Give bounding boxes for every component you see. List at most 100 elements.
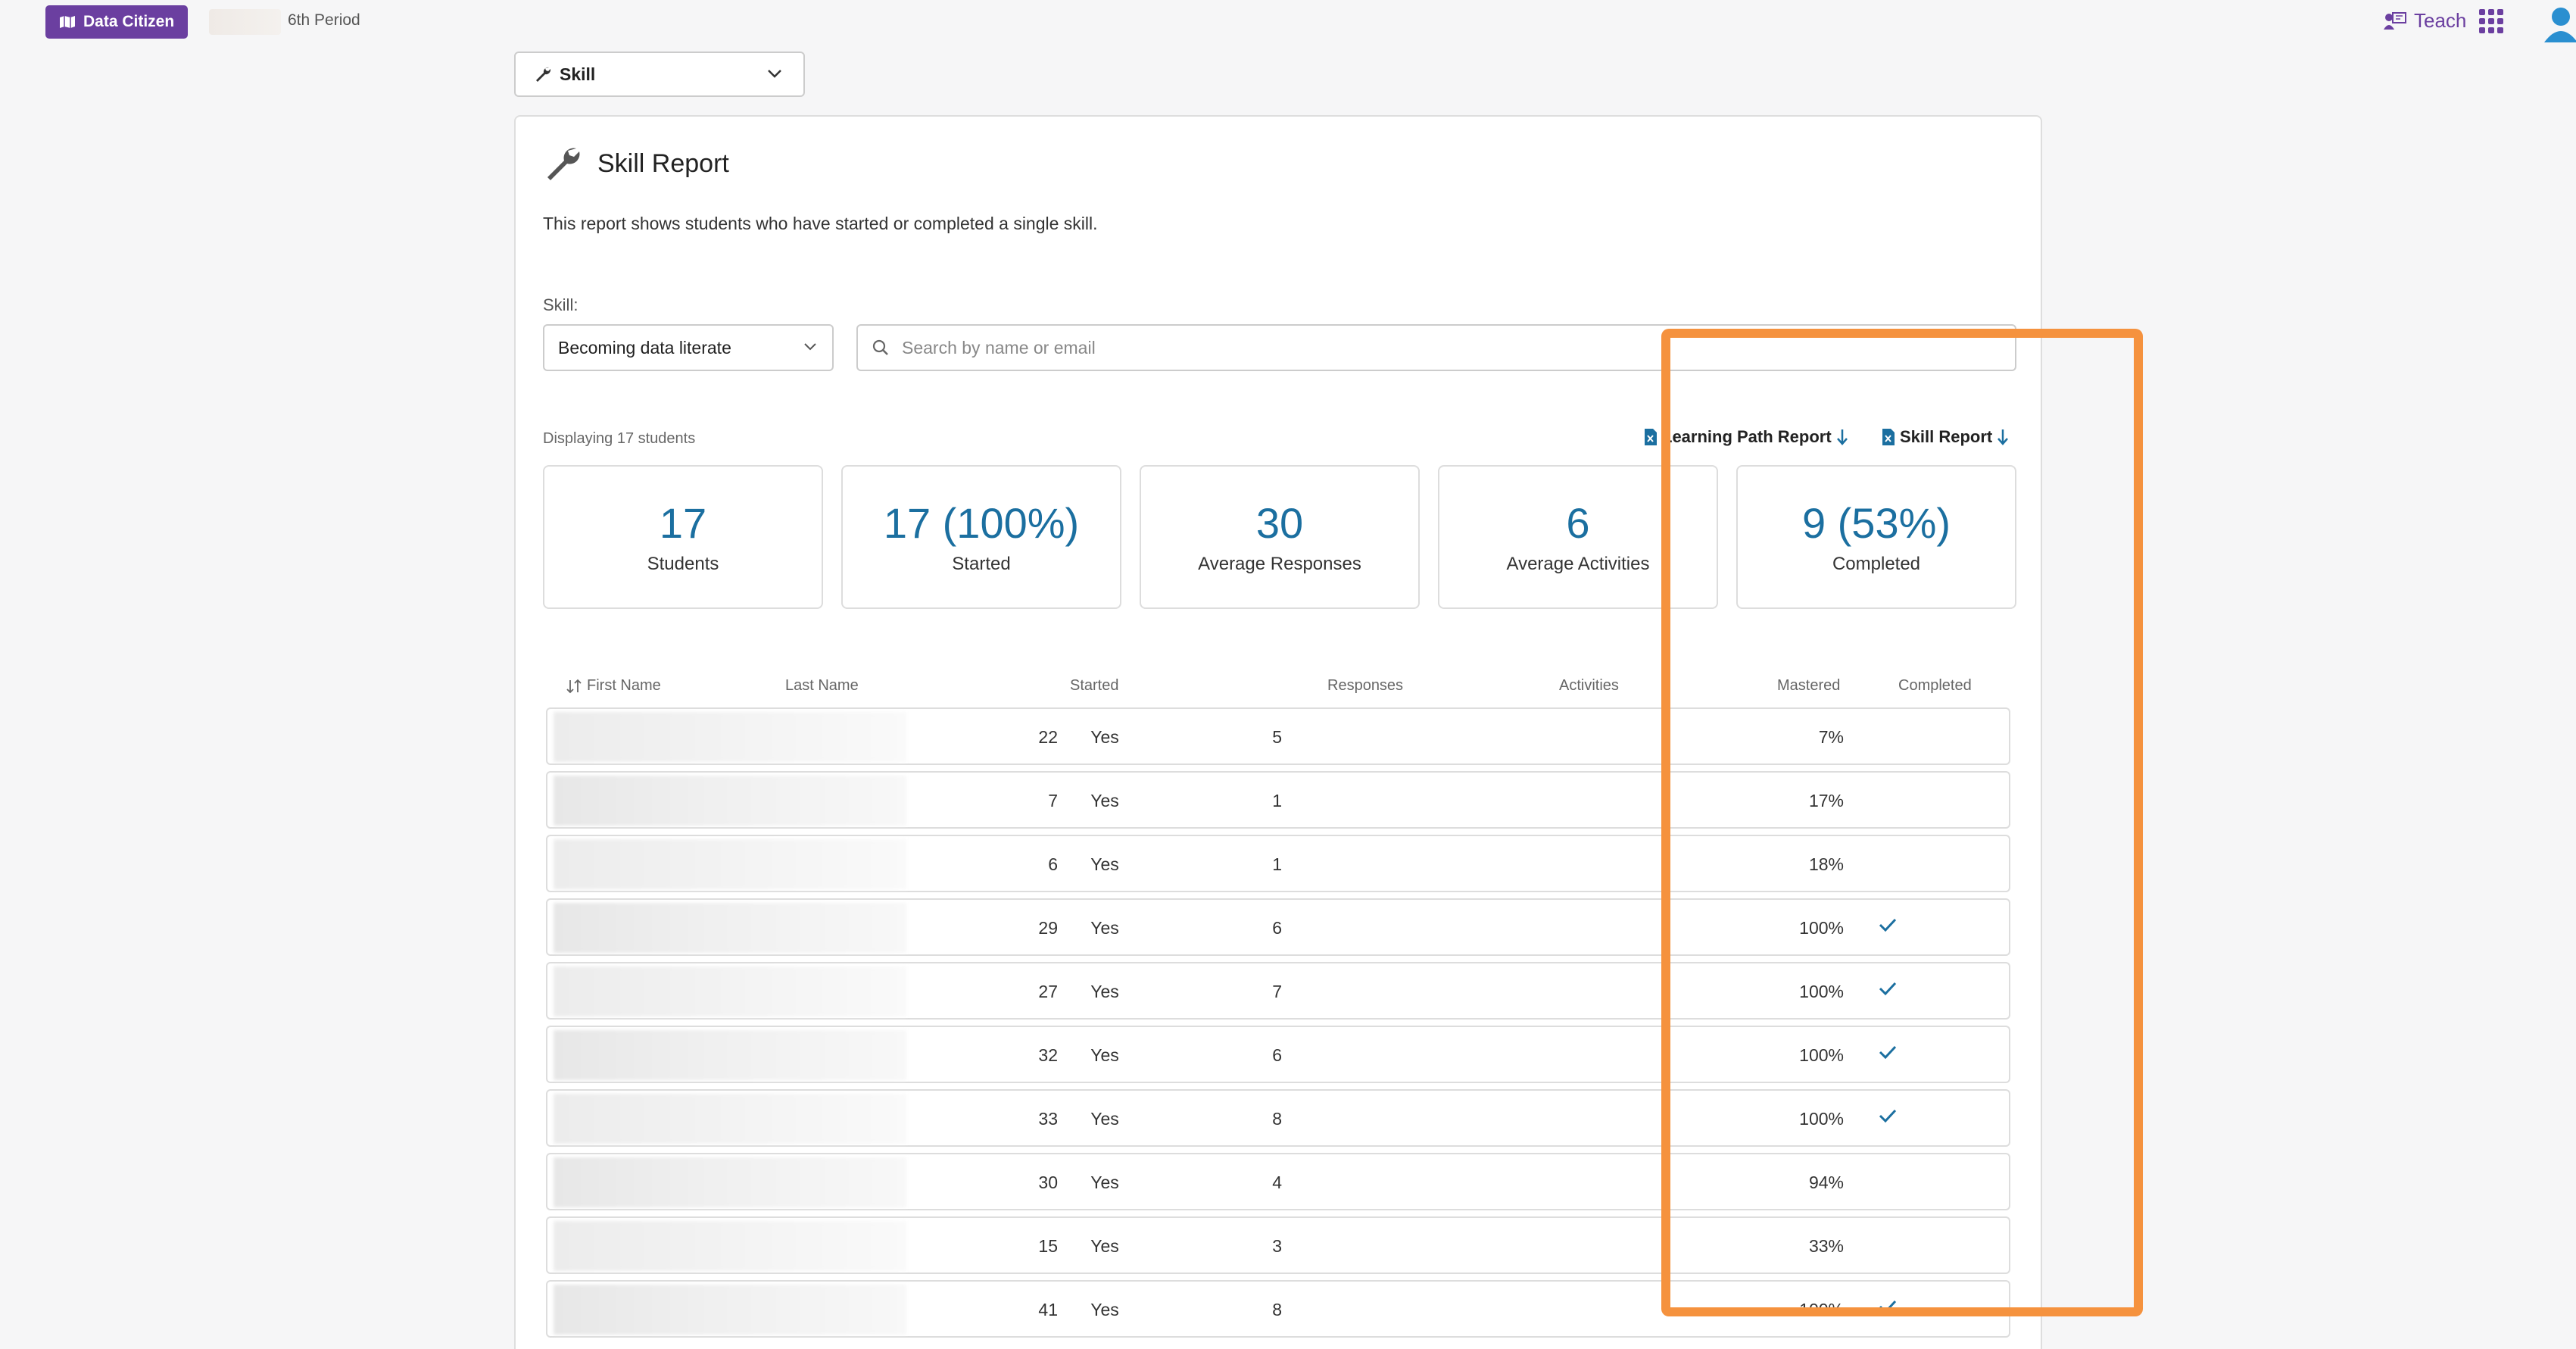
- cell-responses: 32: [1038, 1045, 1058, 1065]
- stat-value: 17: [659, 499, 707, 547]
- table-row[interactable]: Yes 41 8 100%: [546, 1280, 2010, 1338]
- app-name: Data Citizen: [83, 13, 175, 30]
- cell-started: Yes: [1090, 1236, 1119, 1256]
- stat-label: Average Activities: [1506, 554, 1650, 574]
- stat-value: 9 (53%): [1801, 499, 1951, 547]
- class-name-redacted: [209, 9, 281, 35]
- cell-responses: 33: [1038, 1109, 1058, 1129]
- arrow-down-icon: [1836, 429, 1848, 445]
- cell-mastered: 33%: [1808, 1236, 1844, 1256]
- cell-mastered: 18%: [1808, 854, 1844, 874]
- cell-mastered: 94%: [1808, 1173, 1844, 1192]
- displaying-count: Displaying 17 students: [543, 430, 696, 447]
- skill-filter-label: Skill:: [543, 295, 579, 314]
- cell-completed: [1873, 1044, 1903, 1065]
- excel-file-icon: [1645, 429, 1657, 445]
- cell-activities: 3: [1272, 1236, 1282, 1256]
- search-icon: [872, 339, 888, 355]
- chevron-down-icon: [768, 70, 781, 78]
- table-row[interactable]: Yes 22 5 7%: [546, 707, 2010, 765]
- header-label: Started: [1070, 677, 1119, 694]
- download-lp-label: Learning Path Report: [1662, 427, 1832, 446]
- student-name-redacted: [554, 1030, 906, 1080]
- check-icon: [1879, 1109, 1897, 1123]
- cell-started: Yes: [1090, 1300, 1119, 1319]
- table-row[interactable]: Yes 32 6 100%: [546, 1026, 2010, 1083]
- skill-select[interactable]: Becoming data literate: [543, 324, 834, 371]
- app-badge[interactable]: Data Citizen: [45, 5, 189, 39]
- column-header-activities[interactable]: Activities: [1559, 677, 1619, 695]
- cell-completed: [1873, 1298, 1903, 1319]
- cell-started: Yes: [1090, 982, 1119, 1001]
- sort-icon: [566, 679, 582, 693]
- table-row[interactable]: Yes 30 4 94%: [546, 1153, 2010, 1210]
- report-type-select[interactable]: Skill: [514, 52, 805, 97]
- cell-responses: 6: [1048, 854, 1058, 874]
- cell-activities: 1: [1272, 791, 1282, 810]
- cell-activities: 6: [1272, 918, 1282, 938]
- header-label: Mastered: [1777, 677, 1841, 694]
- avatar[interactable]: [2541, 3, 2576, 42]
- cell-responses: 30: [1038, 1173, 1058, 1192]
- stat-value: 30: [1255, 499, 1304, 547]
- teach-link[interactable]: Teach: [2384, 9, 2466, 33]
- cell-responses: 15: [1038, 1236, 1058, 1256]
- stat-average-activities: 6 Average Activities: [1438, 465, 1718, 609]
- table-row[interactable]: Yes 33 8 100%: [546, 1089, 2010, 1147]
- column-header-last-name[interactable]: Last Name: [785, 677, 859, 695]
- user-avatar-icon: [2544, 8, 2576, 42]
- cell-started: Yes: [1090, 854, 1119, 874]
- cell-completed: [1873, 917, 1903, 938]
- cell-completed: [1873, 1107, 1903, 1129]
- cell-activities: 7: [1272, 982, 1282, 1001]
- period-label: 6th Period: [288, 11, 360, 29]
- stat-students: 17 Students: [543, 465, 823, 609]
- check-icon: [1879, 1300, 1897, 1314]
- student-name-redacted: [554, 1285, 906, 1335]
- student-name-redacted: [554, 839, 906, 889]
- download-learning-path-report[interactable]: Learning Path Report: [1644, 427, 1848, 447]
- stat-label: Average Responses: [1198, 554, 1361, 574]
- student-name-redacted: [554, 712, 906, 762]
- stat-average-responses: 30 Average Responses: [1140, 465, 1420, 609]
- student-name-redacted: [554, 776, 906, 826]
- header-label: Completed: [1898, 677, 1972, 694]
- map-icon: [60, 16, 75, 28]
- table-row[interactable]: Yes 7 1 17%: [546, 771, 2010, 829]
- cell-started: Yes: [1090, 1109, 1119, 1129]
- cell-started: Yes: [1090, 727, 1119, 747]
- column-header-completed[interactable]: Completed: [1898, 677, 1972, 695]
- table-row[interactable]: Yes 29 6 100%: [546, 898, 2010, 956]
- table-row[interactable]: Yes 15 3 33%: [546, 1216, 2010, 1274]
- stat-started: 17 (100%) Started: [841, 465, 1121, 609]
- table-row[interactable]: Yes 6 1 18%: [546, 835, 2010, 892]
- apps-grid-icon[interactable]: [2479, 9, 2503, 33]
- wrench-icon: [547, 148, 580, 180]
- cell-activities: 1: [1272, 854, 1282, 874]
- stat-value: 6: [1566, 499, 1590, 547]
- cell-started: Yes: [1090, 1045, 1119, 1065]
- cell-activities: 6: [1272, 1045, 1282, 1065]
- column-header-mastered[interactable]: Mastered: [1777, 677, 1840, 695]
- column-header-first-name[interactable]: First Name: [566, 677, 661, 695]
- report-description: This report shows students who have star…: [543, 214, 1098, 233]
- download-skill-report[interactable]: Skill Report: [1882, 427, 2009, 447]
- column-header-responses[interactable]: Responses: [1327, 677, 1403, 695]
- cell-mastered: 100%: [1799, 1109, 1844, 1129]
- student-name-redacted: [554, 1157, 906, 1207]
- cell-mastered: 100%: [1799, 918, 1844, 938]
- teach-icon: [2384, 11, 2406, 30]
- cell-activities: 5: [1272, 727, 1282, 747]
- skill-select-value: Becoming data literate: [558, 337, 731, 358]
- stat-label: Started: [952, 554, 1011, 574]
- student-name-redacted: [554, 903, 906, 953]
- table-row[interactable]: Yes 27 7 100%: [546, 962, 2010, 1020]
- cell-mastered: 7%: [1818, 727, 1844, 747]
- column-header-started[interactable]: Started: [1070, 677, 1118, 695]
- teach-label: Teach: [2414, 9, 2467, 32]
- header-label: Activities: [1559, 677, 1619, 694]
- header-label: Last Name: [785, 677, 859, 694]
- search-box[interactable]: [856, 324, 2016, 371]
- search-input[interactable]: [902, 337, 1962, 358]
- header-label: First Name: [587, 677, 661, 694]
